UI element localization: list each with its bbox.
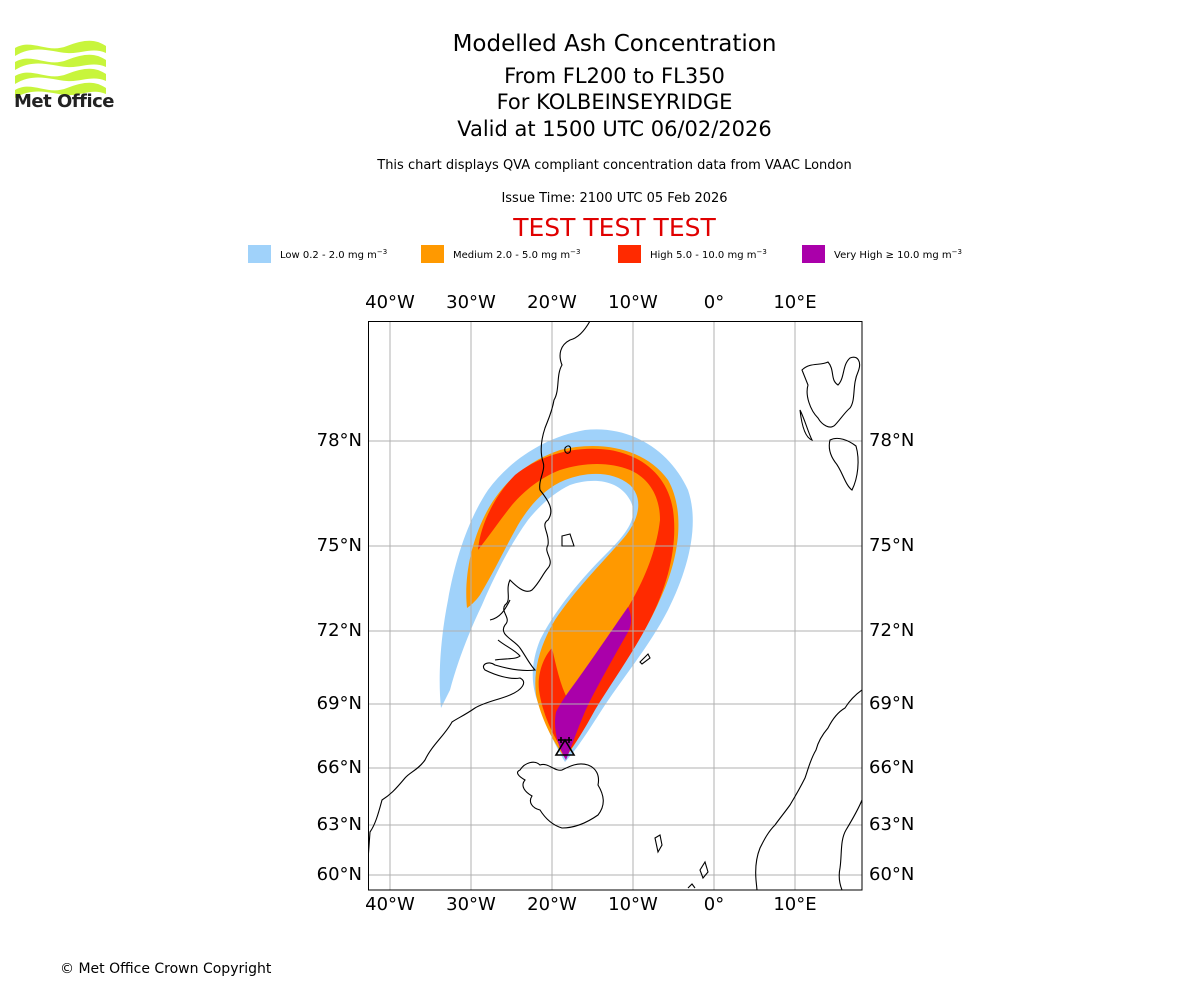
lon-tick-label-top: 40°W <box>365 292 415 313</box>
legend-label-low: Low 0.2 - 2.0 mg m <box>280 249 377 261</box>
coastline-shetland <box>699 860 709 880</box>
coastline-iceland <box>516 761 604 829</box>
volcano-name: For KOLBEINSEYRIDGE <box>496 90 733 114</box>
lon-tick-label-top: 20°W <box>527 292 577 313</box>
met-office-logo-waves-icon <box>15 40 106 98</box>
test-banner: TEST TEST TEST <box>513 213 716 242</box>
coastline-greenland-inlet <box>489 599 511 621</box>
legend-label-high: High 5.0 - 10.0 mg m <box>650 249 757 261</box>
legend-exp-low: −3 <box>376 247 388 256</box>
legend-item-high: High 5.0 - 10.0 mg m−3 <box>618 244 767 264</box>
lon-tick-label-bottom: 40°W <box>365 894 415 915</box>
lon-tick-label-bottom: 0° <box>703 894 725 915</box>
copyright: © Met Office Crown Copyright <box>60 961 272 977</box>
lon-tick-label-bottom: 30°W <box>446 894 496 915</box>
lon-tick-label-top: 10°W <box>608 292 658 313</box>
legend-exp-very-high: −3 <box>951 247 962 256</box>
lat-tick-label-right: 63°N <box>869 814 915 835</box>
coastline-island <box>564 445 572 454</box>
ash-map <box>368 321 863 891</box>
lon-tick-label-bottom: 20°W <box>527 894 577 915</box>
lat-tick-label-right: 69°N <box>869 693 915 714</box>
legend-label-very-high: Very High ≥ 10.0 mg m <box>834 249 952 261</box>
coastline-svalbard <box>801 356 861 428</box>
legend-item-low: Low 0.2 - 2.0 mg m−3 <box>248 244 387 264</box>
coastline-greenland <box>368 321 591 861</box>
chart-description: This chart displays QVA compliant concen… <box>377 158 852 173</box>
legend-item-very-high: Very High ≥ 10.0 mg m−3 <box>802 244 962 264</box>
coastline-norway <box>755 689 862 890</box>
coastline-greenland-inlet <box>494 639 521 661</box>
issue-time: Issue Time: 2100 UTC 05 Feb 2026 <box>501 191 728 206</box>
coastline-jan-mayen <box>639 653 651 665</box>
legend-swatch-medium <box>421 245 444 263</box>
legend-label-medium: Medium 2.0 - 5.0 mg m <box>453 249 571 261</box>
lat-tick-label-right: 78°N <box>869 430 915 451</box>
lat-tick-label-left: 72°N <box>316 620 362 641</box>
lat-tick-label-left: 63°N <box>316 814 362 835</box>
volcano-marker-icon <box>554 737 576 756</box>
ash-area-medium <box>466 445 679 758</box>
lat-tick-label-right: 72°N <box>869 620 915 641</box>
coastline-svalbard-south <box>828 437 859 491</box>
coastline-faroe-islands <box>654 834 663 854</box>
lat-tick-label-right: 75°N <box>869 535 915 556</box>
coastline-island <box>561 533 575 547</box>
valid-time: Valid at 1500 UTC 06/02/2026 <box>457 117 772 141</box>
chart-title: Modelled Ash Concentration <box>452 31 777 57</box>
lat-tick-label-right: 66°N <box>869 757 915 778</box>
lat-tick-label-right: 60°N <box>869 864 915 885</box>
flight-levels: From FL200 to FL350 <box>504 64 725 88</box>
met-office-logo-text: Met Office <box>14 91 115 112</box>
legend-swatch-high <box>618 245 641 263</box>
lon-tick-label-top: 0° <box>703 292 725 313</box>
lat-tick-label-left: 66°N <box>316 757 362 778</box>
coastline-svalbard-west <box>799 409 814 441</box>
coastline-small <box>687 883 696 889</box>
lat-tick-label-left: 69°N <box>316 693 362 714</box>
coastline-sweden <box>838 799 862 890</box>
map-frame <box>368 321 863 891</box>
ash-area-very-high <box>555 607 631 760</box>
coastlines <box>368 321 862 890</box>
legend-exp-high: −3 <box>756 247 767 256</box>
lon-tick-label-top: 30°W <box>446 292 496 313</box>
lat-tick-label-left: 78°N <box>316 430 362 451</box>
lon-tick-label-bottom: 10°W <box>608 894 658 915</box>
lat-tick-label-left: 60°N <box>316 864 362 885</box>
lon-tick-label-top: 10°E <box>773 292 817 313</box>
legend-swatch-very-high <box>802 245 825 263</box>
legend-swatch-low <box>248 245 271 263</box>
lon-tick-label-bottom: 10°E <box>773 894 817 915</box>
legend-exp-medium: −3 <box>570 247 581 256</box>
legend-item-medium: Medium 2.0 - 5.0 mg m−3 <box>421 244 580 264</box>
lat-tick-label-left: 75°N <box>316 535 362 556</box>
